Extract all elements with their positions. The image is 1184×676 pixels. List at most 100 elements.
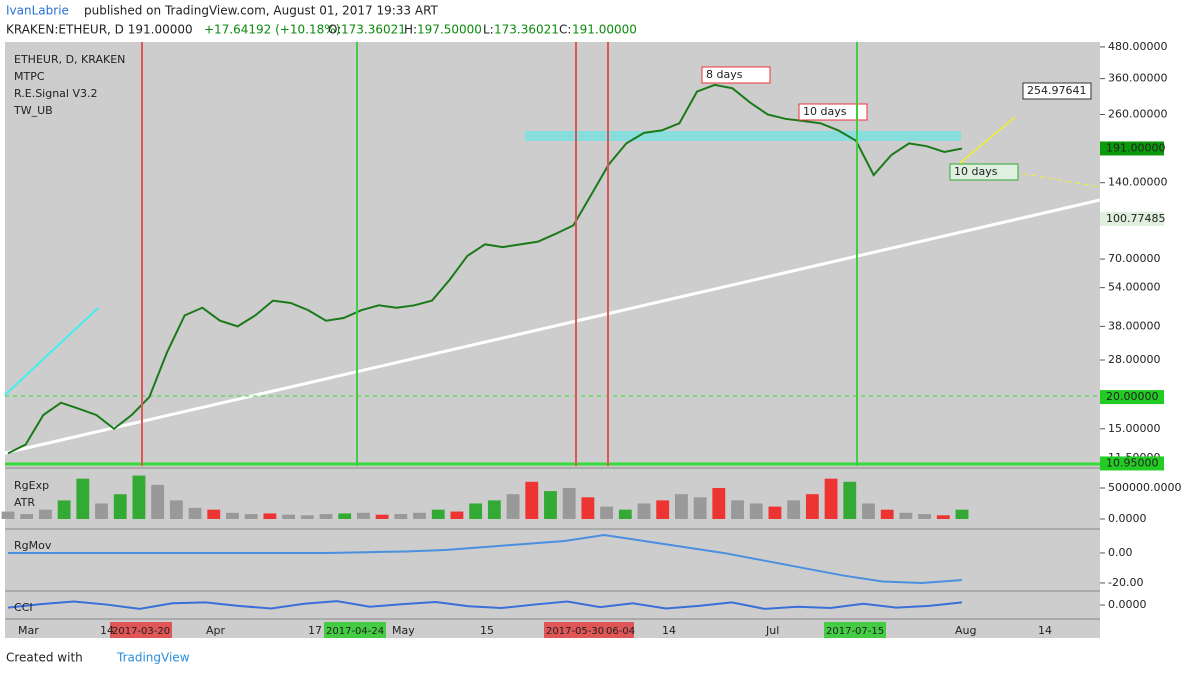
zone xyxy=(525,131,961,141)
volume-bar xyxy=(244,514,258,519)
x-tick-label: 14 xyxy=(662,624,676,637)
x-tick-label: 14 xyxy=(1038,624,1052,637)
volume-bar xyxy=(375,514,389,519)
volume-bar xyxy=(749,503,763,519)
volume-bar xyxy=(581,497,595,519)
volume-bar xyxy=(226,512,239,519)
pane-title: RgMov xyxy=(14,539,52,552)
volume-bar xyxy=(618,509,632,519)
volume-bar xyxy=(693,497,707,519)
footer-brand[interactable]: TradingView xyxy=(116,651,190,665)
pane-title: RgExp xyxy=(14,479,49,492)
open: 173.36021 xyxy=(341,23,406,37)
annotation-box xyxy=(949,163,1019,181)
y-tick-label: -20.00 xyxy=(1108,576,1143,589)
trend-line xyxy=(4,198,1101,455)
volume-bar xyxy=(637,503,651,519)
legend-entry: MTPC xyxy=(14,70,45,83)
author: IvanLabrie xyxy=(6,4,69,18)
annotation: 8 days xyxy=(706,68,743,81)
y-tick-label: 500000.0000 xyxy=(1108,481,1181,494)
volume-bar xyxy=(506,494,520,519)
legend-entry: R.E.Signal V3.2 xyxy=(14,87,98,100)
published: published on TradingView.com, August 01,… xyxy=(84,4,439,18)
volume-bar xyxy=(413,512,426,519)
symbol: KRAKEN:ETHEUR, D 191.00000 xyxy=(6,23,193,37)
price-marker-label: 10.95000 xyxy=(1106,456,1159,469)
price-marker xyxy=(1100,390,1164,405)
volume-bar xyxy=(862,503,875,519)
x-tick-label: Apr xyxy=(206,624,226,637)
volume-bar xyxy=(38,509,52,519)
date-marker-label: 2017-04-24 xyxy=(326,626,384,637)
annotation: 254.97641 xyxy=(1027,84,1087,97)
projection xyxy=(959,116,1016,164)
volume-bar xyxy=(787,500,801,519)
label: C: xyxy=(559,23,571,37)
pane-subtitle: ATR xyxy=(14,496,35,509)
volume-bar xyxy=(731,500,744,519)
volume-bar xyxy=(674,494,688,519)
x-tick-label: 17 xyxy=(308,624,322,637)
annotation-box xyxy=(701,66,771,84)
volume-bar xyxy=(918,514,932,519)
volume-bar xyxy=(356,512,370,519)
y-tick-label: 0.0000 xyxy=(1108,598,1147,611)
label: L: xyxy=(483,23,494,37)
volume-bar xyxy=(20,514,34,519)
volume-bar xyxy=(656,500,670,519)
legend-entry: TW_UB xyxy=(13,104,53,117)
volume-bar xyxy=(525,481,539,519)
x-tick-label: May xyxy=(392,624,415,637)
legend-entry: ETHEUR, D, KRAKEN xyxy=(14,53,125,66)
volume-bar xyxy=(544,491,557,519)
volume-bar xyxy=(768,506,782,519)
volume-bar xyxy=(843,481,857,519)
projection xyxy=(959,162,1101,188)
y-tick-label: 28.00000 xyxy=(1108,353,1161,366)
y-tick-label: 70.00000 xyxy=(1108,252,1161,265)
volume-bar xyxy=(113,494,127,519)
annotation: 10 days xyxy=(803,105,847,118)
volume-bar xyxy=(1,511,15,519)
label: H: xyxy=(404,23,417,37)
price-marker-label: 20.00000 xyxy=(1106,390,1159,403)
volume-bar xyxy=(151,484,165,519)
date-marker-label: 2017-05-30 xyxy=(546,626,604,637)
price-axis xyxy=(1100,42,1184,638)
date-marker-box xyxy=(604,622,634,638)
x-tick-label: 15 xyxy=(480,624,494,637)
volume-bar xyxy=(712,487,726,519)
y-tick-label: 0.0000 xyxy=(1108,512,1147,525)
volume-bar xyxy=(319,514,333,519)
annotation-box xyxy=(798,103,868,121)
volume-bar xyxy=(76,478,90,519)
x-tick-label: 14 xyxy=(100,624,114,637)
volume-bar xyxy=(469,503,483,519)
date-marker-box xyxy=(544,622,606,638)
volume-bar xyxy=(95,503,108,519)
volume-bar xyxy=(57,500,71,519)
y-tick-label: 38.00000 xyxy=(1108,319,1161,332)
volume-bar xyxy=(431,509,445,519)
volume-bar xyxy=(899,512,913,519)
volume-bar xyxy=(487,500,501,519)
volume-bar xyxy=(805,494,819,519)
volume-bar xyxy=(450,511,464,519)
annotation-box xyxy=(1022,82,1092,100)
y-tick-label: 15.00000 xyxy=(1108,422,1161,435)
price-marker xyxy=(1100,211,1164,226)
volume-bar xyxy=(880,509,894,519)
price-marker xyxy=(1100,456,1164,471)
y-tick-label: 260.00000 xyxy=(1108,107,1168,120)
price-marker-label: 191.00000 xyxy=(1106,141,1166,154)
volume-bar xyxy=(394,514,408,519)
footer-text: Created with xyxy=(6,651,83,665)
volume-bar xyxy=(600,506,614,519)
close: 191.00000 xyxy=(572,23,637,37)
volume-bar xyxy=(282,514,296,519)
volume-bar xyxy=(169,500,183,519)
volume-bar xyxy=(824,478,838,519)
